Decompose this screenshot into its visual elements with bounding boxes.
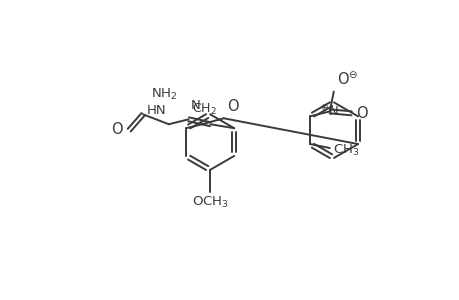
Text: HN: HN — [147, 104, 167, 117]
Text: N: N — [190, 99, 200, 112]
Text: O: O — [356, 106, 367, 121]
Text: NH$_2$: NH$_2$ — [151, 87, 177, 102]
Text: $^{\oplus}$N: $^{\oplus}$N — [320, 104, 338, 119]
Text: O: O — [111, 122, 122, 137]
Text: O: O — [226, 99, 238, 114]
Text: OCH$_3$: OCH$_3$ — [191, 195, 228, 210]
Text: CH$_3$: CH$_3$ — [332, 142, 358, 158]
Text: CH$_2$: CH$_2$ — [191, 102, 216, 117]
Text: O$^{\ominus}$: O$^{\ominus}$ — [336, 70, 357, 88]
